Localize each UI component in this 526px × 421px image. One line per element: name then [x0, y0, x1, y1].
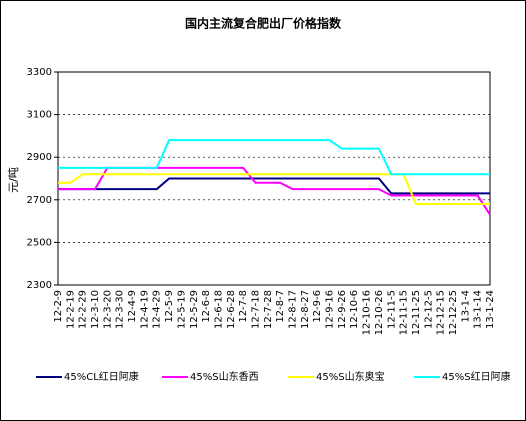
x-tick-label: 12-12-15 [436, 290, 447, 335]
x-tick-label: 12-4-29 [152, 290, 163, 329]
x-tick-label: 12-10-26 [374, 290, 385, 335]
x-tick-label: 12-9-16 [325, 290, 336, 329]
y-axis-label: 元/吨 [7, 167, 20, 193]
x-tick-label: 12-9-6 [312, 290, 323, 323]
y-tick-label: 2900 [27, 152, 52, 163]
y-tick-label: 2500 [27, 237, 52, 248]
x-tick-label: 12-8-27 [300, 290, 311, 329]
y-tick-label: 3100 [27, 110, 52, 121]
series-line [58, 173, 490, 206]
x-tick-label: 12-10-16 [362, 290, 373, 335]
x-tick-label: 12-6-18 [213, 290, 224, 329]
x-tick-label: 12-4-19 [139, 290, 150, 329]
x-tick-label: 12-11-15 [399, 290, 410, 335]
x-tick-label: 13-1-14 [473, 290, 484, 329]
x-tick-label: 12-8-17 [288, 290, 299, 329]
y-tick-label: 3300 [27, 67, 52, 78]
y-tick-label: 2300 [27, 280, 52, 291]
x-tick-label: 12-9-26 [337, 290, 348, 329]
legend-label: 45%CL红日阿康 [64, 370, 139, 383]
x-tick-label: 12-3-20 [102, 290, 113, 329]
x-tick-label: 12-3-30 [115, 290, 126, 329]
series-line [58, 139, 490, 176]
chart-title: 国内主流复合肥出厂价格指数 [185, 16, 342, 31]
x-tick-label: 12-7-18 [250, 290, 261, 329]
x-tick-label: 12-6-28 [226, 290, 237, 329]
x-tick-label: 12-8-7 [275, 290, 286, 323]
x-tick-label: 12-5-29 [189, 290, 200, 329]
x-tick-label: 12-6-8 [201, 290, 212, 323]
x-tick-label: 12-2-29 [78, 290, 89, 329]
x-tick-label: 12-2-9 [53, 290, 64, 323]
legend-label: 45%S山东香西 [190, 370, 259, 383]
x-tick-label: 12-10-6 [349, 290, 360, 329]
x-tick-label: 12-7-8 [238, 290, 249, 323]
x-tick-label: 12-3-10 [90, 290, 101, 329]
x-tick-label: 12-12-5 [423, 290, 434, 329]
x-tick-label: 12-11-25 [411, 290, 422, 335]
x-tick-label: 12-2-19 [65, 290, 76, 329]
x-tick-label: 12-11-5 [386, 290, 397, 329]
x-tick-label: 13-1-4 [460, 290, 471, 323]
x-tick-label: 12-4-9 [127, 290, 138, 323]
y-tick-label: 2700 [27, 195, 52, 206]
x-tick-label: 12-12-25 [448, 290, 459, 335]
legend-label: 45%S红日阿康 [442, 370, 511, 383]
x-tick-label: 12-5-9 [164, 290, 175, 323]
series-line [58, 177, 490, 195]
x-tick-label: 12-5-19 [176, 290, 187, 329]
x-tick-label: 12-7-28 [263, 290, 274, 329]
x-tick-label: 13-1-24 [485, 290, 496, 329]
legend-label: 45%S山东奥宝 [316, 370, 385, 383]
